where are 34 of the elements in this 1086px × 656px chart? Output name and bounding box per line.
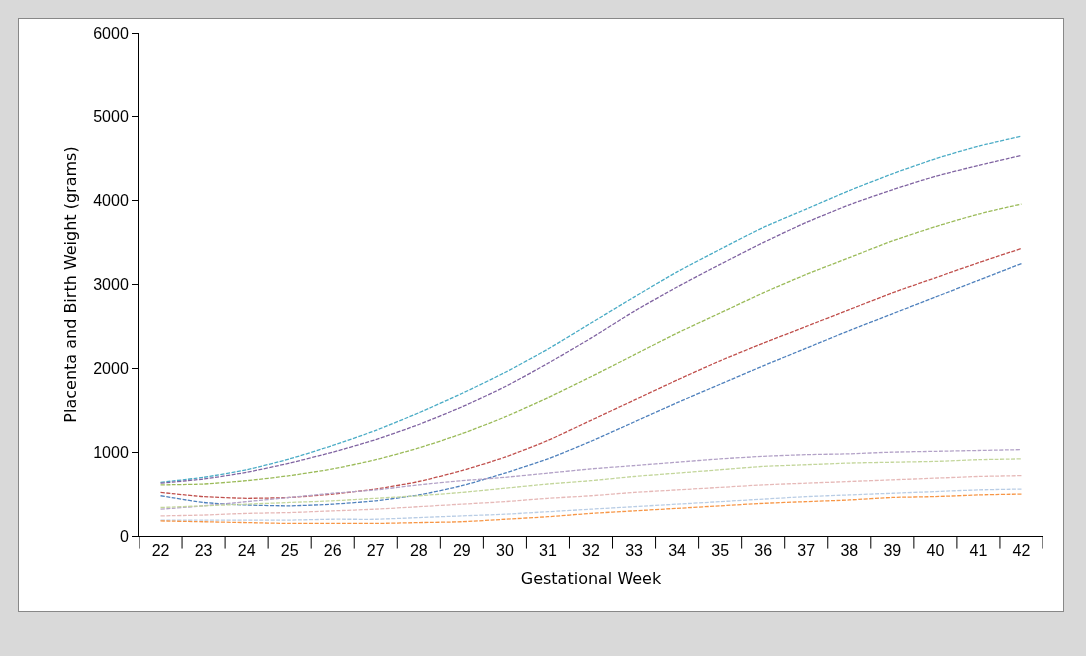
x-tick-label: 30 (496, 542, 514, 560)
line-series (159, 474, 1023, 517)
x-tick-label: 39 (883, 542, 902, 560)
x-tick-label: 26 (323, 542, 342, 560)
x-tick-label: 34 (668, 542, 687, 560)
x-tick-label: 36 (754, 542, 773, 560)
line-series (159, 458, 1023, 509)
y-tick-label: 2000 (93, 359, 129, 377)
y-tick-label: 5000 (93, 108, 129, 126)
x-tick-label: 33 (625, 542, 644, 560)
y-tick-label: 3000 (93, 276, 129, 294)
x-tick-label: 42 (1012, 542, 1031, 560)
x-tick-label: 22 (151, 542, 170, 560)
x-tick-label: 29 (452, 542, 471, 560)
x-tick-label: 38 (840, 542, 859, 560)
x-tick-label: 37 (797, 542, 816, 560)
x-tick-label: 41 (969, 542, 988, 560)
x-tick-label: 35 (711, 542, 730, 560)
y-tick-label: 6000 (93, 24, 129, 42)
line-series (159, 203, 1023, 486)
x-tick-label: 23 (194, 542, 213, 560)
x-tick-label: 28 (409, 542, 428, 560)
x-axis-title: Gestational Week (520, 568, 662, 588)
x-tick-label: 31 (539, 542, 557, 560)
y-tick-label: 4000 (93, 192, 129, 210)
x-tick-label: 24 (237, 542, 256, 560)
x-tick-label: 25 (280, 542, 299, 560)
y-tick-label: 1000 (93, 443, 129, 461)
y-axis-title: Placenta and Birth Weight (grams) (61, 146, 81, 423)
line-series (159, 449, 1023, 510)
x-tick-label: 27 (366, 542, 385, 560)
x-tick-label: 40 (926, 542, 945, 560)
y-tick-label: 0 (119, 527, 129, 545)
x-tick-label: 32 (582, 542, 600, 560)
